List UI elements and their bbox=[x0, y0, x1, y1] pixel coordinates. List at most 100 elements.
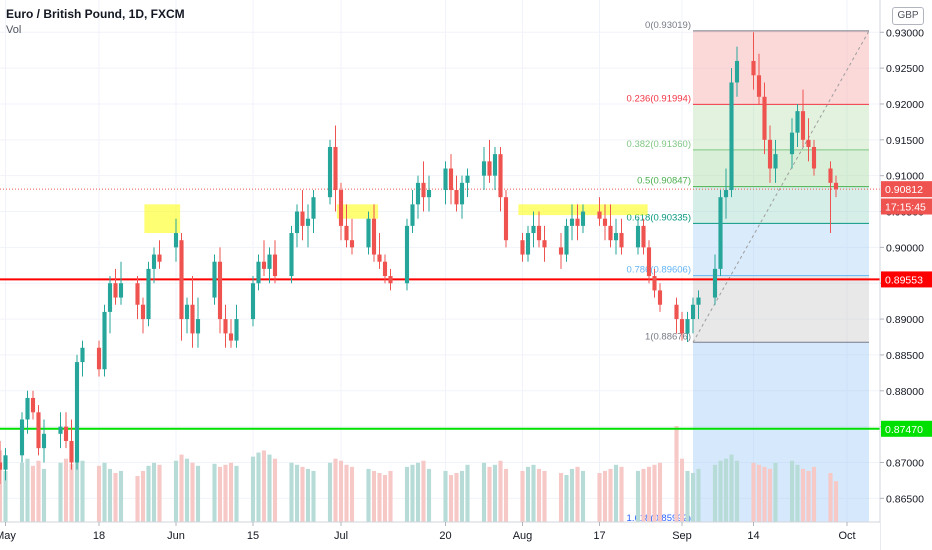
time-tick-10: Oct bbox=[838, 530, 855, 542]
volume-bar-68 bbox=[498, 460, 503, 522]
volume-bar-64 bbox=[465, 464, 470, 522]
price-label-0: 0.90812 bbox=[881, 181, 932, 198]
volume-bar-50 bbox=[366, 468, 371, 522]
volume-bar-80 bbox=[597, 472, 602, 522]
candle-97 bbox=[723, 168, 729, 219]
candle-81 bbox=[602, 204, 608, 241]
candle-23 bbox=[151, 247, 157, 284]
volume-bar-91 bbox=[679, 458, 685, 522]
volume-bar-106 bbox=[795, 464, 800, 522]
candle-78 bbox=[575, 204, 580, 241]
candle-18 bbox=[113, 268, 118, 305]
candle-17 bbox=[107, 276, 113, 334]
volume-bar-99 bbox=[734, 460, 740, 522]
volume-bar-49 bbox=[349, 466, 355, 522]
candle-111 bbox=[833, 175, 839, 198]
candle-84 bbox=[619, 218, 624, 255]
price-tick-0: 0.93000 bbox=[886, 27, 924, 39]
fib-zone-5 bbox=[693, 275, 869, 343]
volume-bar-70 bbox=[520, 470, 525, 522]
volume-bar-35 bbox=[250, 456, 256, 522]
volume-bar-72 bbox=[531, 464, 536, 522]
volume-bar-3 bbox=[0, 450, 3, 522]
candle-22 bbox=[146, 261, 151, 327]
candle-52 bbox=[377, 233, 382, 269]
highlight-box-0 bbox=[144, 204, 181, 234]
candle-95 bbox=[712, 254, 718, 305]
candle-34 bbox=[234, 304, 239, 348]
volume-bar-28 bbox=[190, 462, 195, 522]
candle-59 bbox=[426, 175, 432, 212]
candle-89 bbox=[657, 283, 663, 312]
volume-bar-10 bbox=[58, 462, 63, 522]
candle-20 bbox=[135, 276, 140, 320]
volume-bar-53 bbox=[382, 475, 388, 522]
volume-bar-6 bbox=[25, 458, 30, 522]
candle-103 bbox=[767, 125, 773, 183]
volume-bar-105 bbox=[789, 460, 795, 522]
symbol-title[interactable]: Euro / British Pound, 1D, FXCM bbox=[6, 7, 185, 21]
time-axis[interactable]: May 18 Jun 15 Jul 20 Aug 17 Sep 14 Oct bbox=[0, 521, 880, 550]
volume-bar-83 bbox=[613, 464, 619, 522]
currency-button[interactable]: GBP bbox=[892, 7, 924, 25]
volume-bar-108 bbox=[806, 470, 811, 522]
candle-77 bbox=[569, 204, 575, 241]
candle-21 bbox=[140, 297, 146, 334]
volume-bar-17 bbox=[107, 468, 113, 522]
volume-bar-16 bbox=[102, 462, 107, 522]
candle-44 bbox=[311, 190, 316, 234]
candle-109 bbox=[811, 139, 817, 176]
time-tick-5: 20 bbox=[439, 530, 451, 542]
volume-bar-87 bbox=[646, 466, 652, 522]
volume-bar-23 bbox=[151, 462, 157, 522]
fib-level-label-0: 0(0.93019) bbox=[645, 20, 691, 31]
volume-bar-69 bbox=[503, 468, 509, 522]
time-tick-3: 15 bbox=[247, 530, 259, 542]
candle-6 bbox=[25, 390, 30, 434]
volume-bar-46 bbox=[333, 458, 338, 522]
price-label-1: 17:15:45 bbox=[881, 198, 932, 215]
candle-55 bbox=[404, 218, 410, 291]
price-tick-10: 0.88000 bbox=[886, 386, 924, 398]
candle-61 bbox=[448, 154, 454, 205]
price-label-3: 0.87470 bbox=[881, 420, 932, 437]
volume-bar-8 bbox=[36, 460, 41, 522]
candle-33 bbox=[228, 319, 234, 348]
volume-bar-59 bbox=[426, 468, 432, 522]
candle-27 bbox=[184, 297, 190, 334]
volume-bar-89 bbox=[657, 462, 663, 522]
price-tick-2: 0.92000 bbox=[886, 99, 924, 111]
volume-bar-77 bbox=[569, 468, 575, 522]
volume-bar-96 bbox=[718, 460, 723, 522]
volume-indicator-label[interactable]: Vol bbox=[6, 24, 22, 36]
candle-14 bbox=[80, 340, 85, 377]
volume-bar-88 bbox=[652, 464, 657, 522]
volume-bar-81 bbox=[602, 470, 608, 522]
volume-bar-54 bbox=[388, 470, 393, 522]
volume-bar-15 bbox=[96, 465, 102, 522]
fib-zone-2 bbox=[693, 149, 869, 187]
volume-bar-29 bbox=[195, 465, 201, 522]
candle-94 bbox=[696, 290, 701, 320]
volume-bar-66 bbox=[487, 466, 492, 522]
candle-36 bbox=[256, 254, 261, 291]
candle-64 bbox=[465, 168, 470, 198]
volume-bar-101 bbox=[756, 464, 762, 522]
candle-45 bbox=[327, 139, 333, 205]
volume-bar-21 bbox=[140, 470, 146, 522]
volume-bar-51 bbox=[371, 470, 377, 522]
candle-47 bbox=[338, 182, 344, 241]
candle-90 bbox=[674, 297, 679, 334]
fib-level-label-5: 0.786(0.89606) bbox=[627, 265, 691, 276]
volume-bar-79 bbox=[580, 470, 586, 522]
candle-46 bbox=[333, 125, 338, 212]
candle-50 bbox=[366, 211, 371, 255]
volume-bar-4 bbox=[3, 470, 8, 522]
volume-bar-42 bbox=[300, 466, 305, 522]
fib-zone-0 bbox=[693, 30, 869, 105]
candle-82 bbox=[608, 204, 613, 248]
volume-bar-32 bbox=[223, 464, 228, 522]
candle-101 bbox=[756, 53, 762, 104]
fibonacci-retracement[interactable]: 0(0.93019) 0.236(0.91994) 0.382(0.91360) 0.… bbox=[627, 20, 870, 536]
